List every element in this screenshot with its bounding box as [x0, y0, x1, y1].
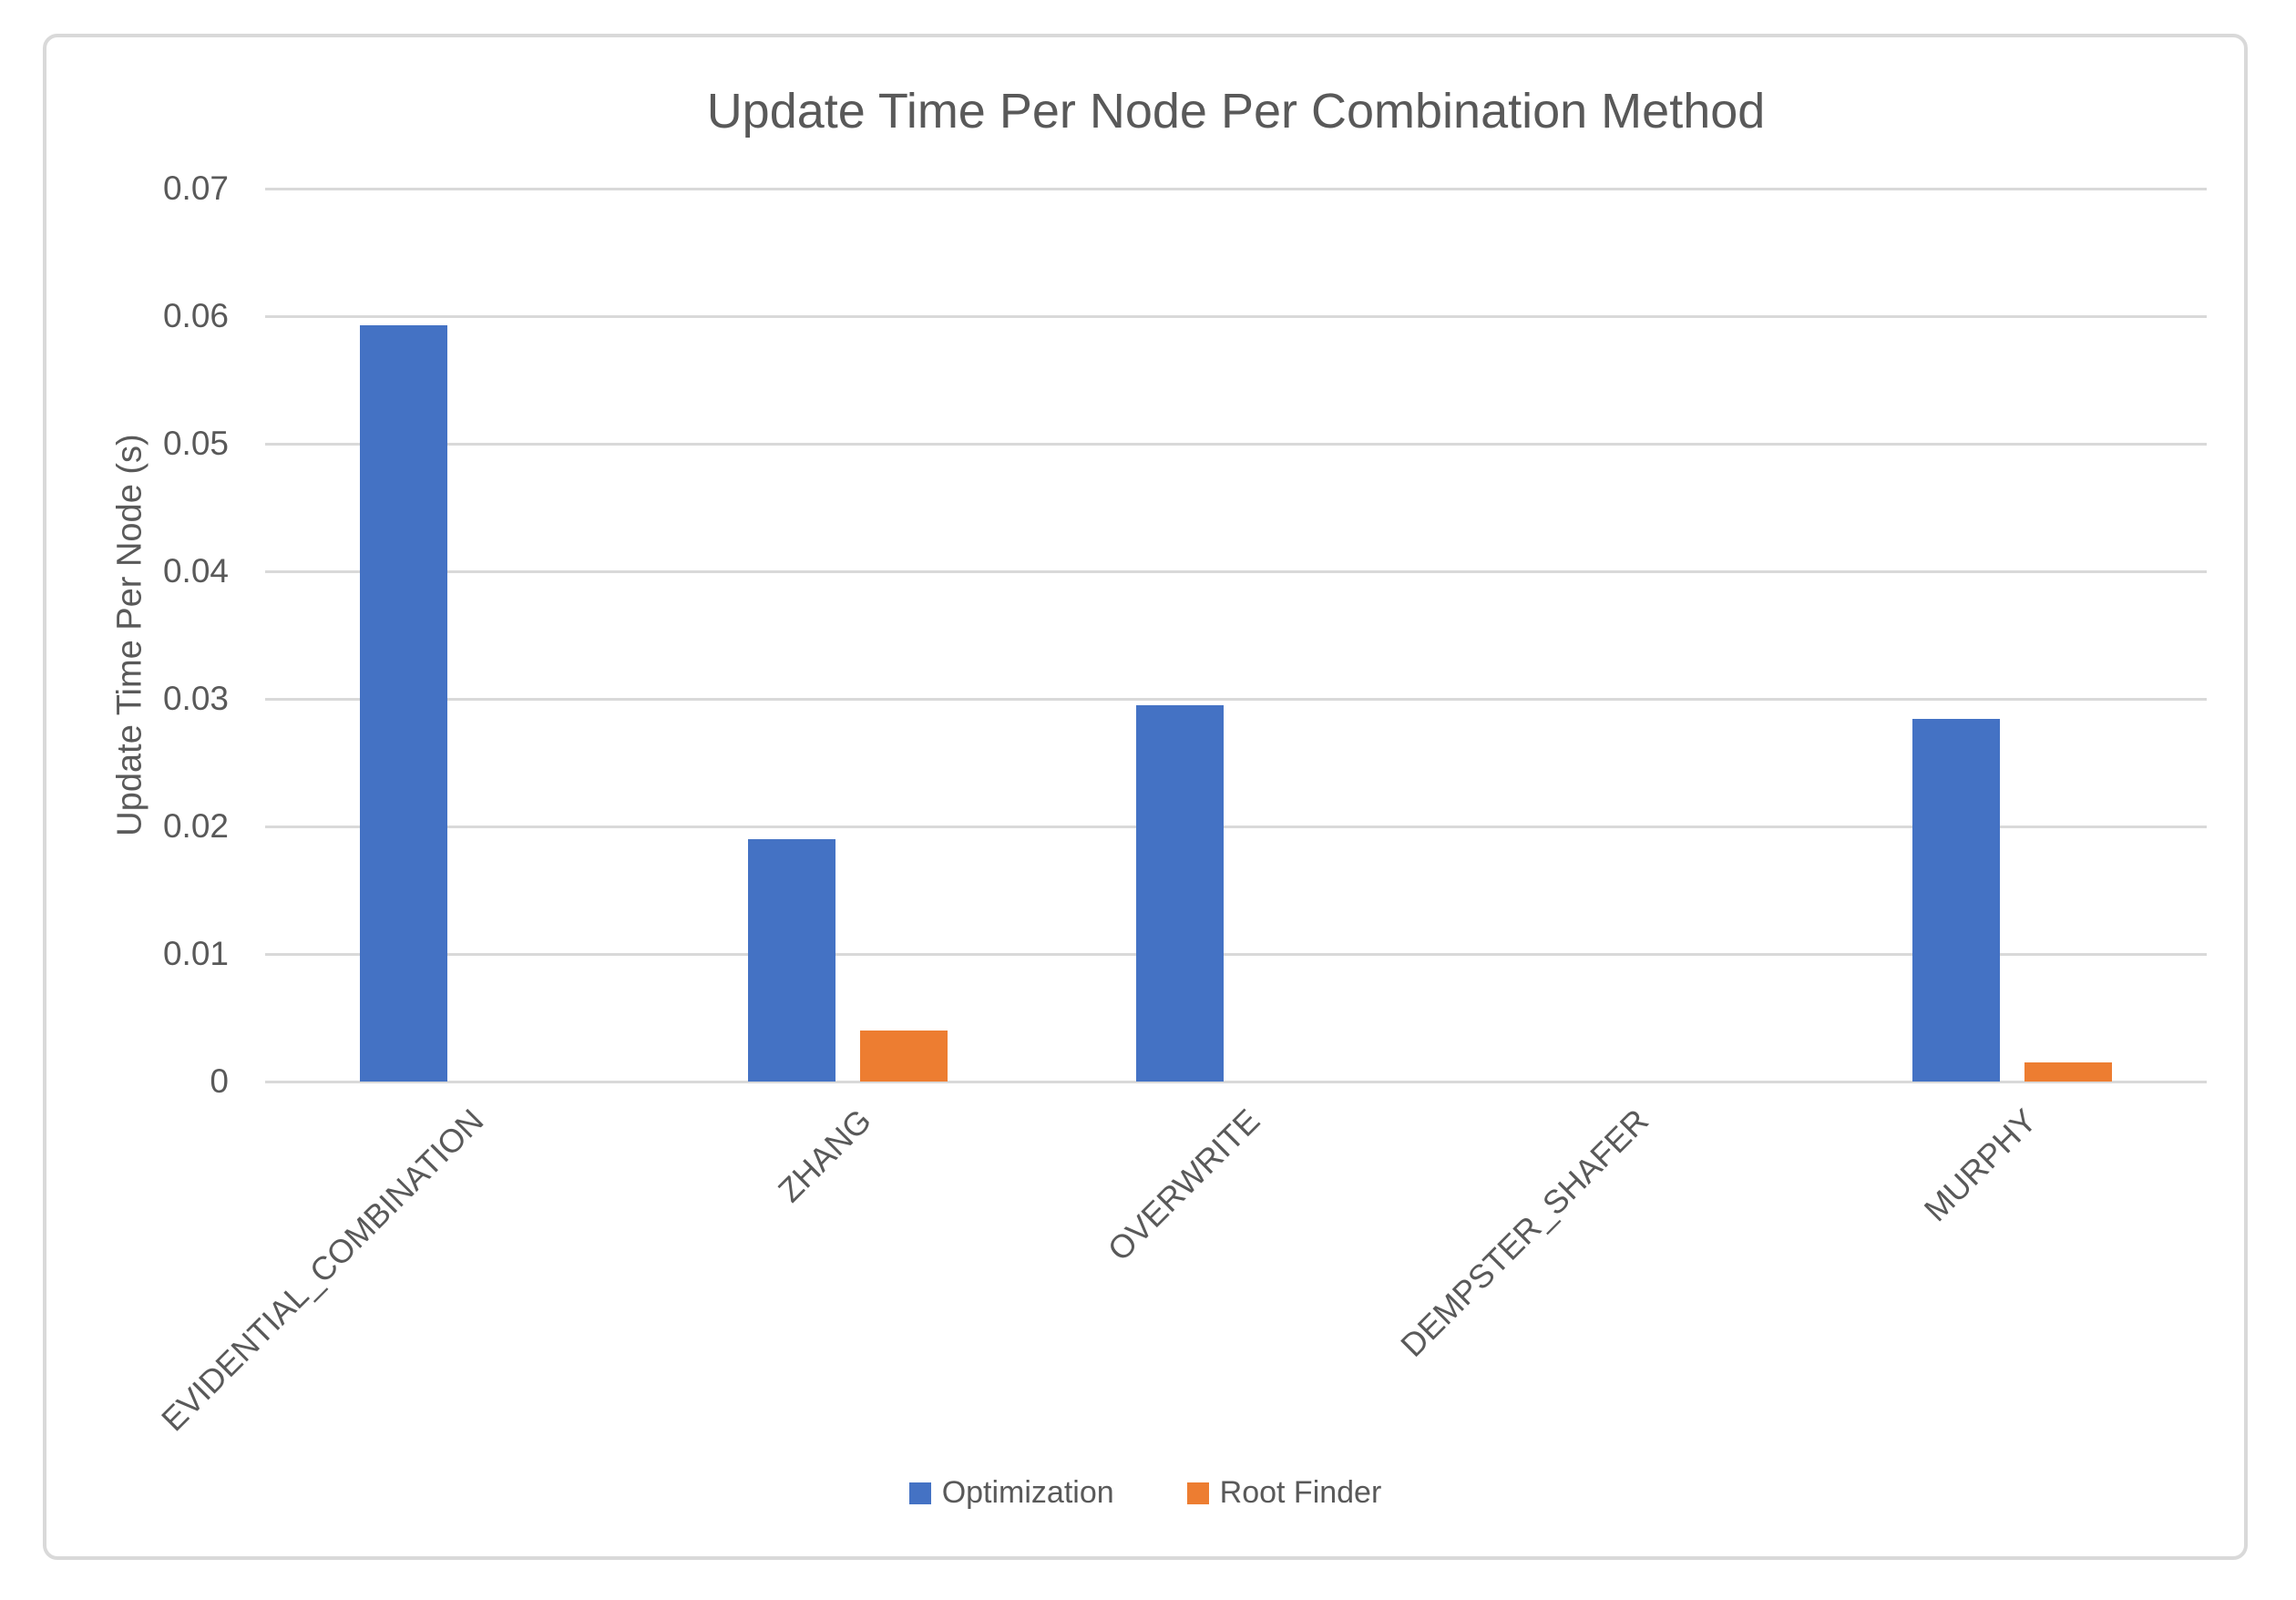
y-tick-label: 0.04: [162, 552, 229, 590]
legend-swatch-root-finder: [1186, 1482, 1209, 1504]
x-axis-label-dempster-shafer: DEMPSTER_SHAFER: [1392, 1102, 1655, 1364]
gridline: [265, 443, 2207, 446]
bar-optimization-murphy: [1912, 719, 2001, 1082]
gridline: [265, 188, 2207, 190]
y-axis-title: Update Time Per Node (s): [110, 434, 149, 836]
y-tick-label: 0.06: [162, 297, 229, 334]
bar-optimization-overwrite: [1136, 705, 1224, 1082]
y-tick-label: 0.05: [162, 425, 229, 462]
x-axis-label-murphy: MURPHY: [1916, 1102, 2044, 1229]
gridline: [265, 315, 2207, 318]
plot-area: 0 0.01 0.02 0.03 0.04 0.05 0.06 0.07 EVIDENTIAL…: [111, 169, 2207, 1438]
y-tick-label: 0.02: [162, 807, 229, 845]
y-tick-label: 0.03: [162, 680, 229, 717]
legend-item-root-finder: Root Finder: [1186, 1475, 1382, 1511]
y-tick-label: 0.01: [162, 935, 229, 972]
chart-title: Update Time Per Node Per Combination Met…: [706, 84, 1766, 138]
bar-optimization-evidential-combination: [359, 324, 447, 1082]
x-axis-label-evidential-combination: EVIDENTIAL_COMBINATION: [153, 1102, 491, 1439]
bar-optimization-zhang: [747, 839, 835, 1082]
bar-root-finder-murphy: [2024, 1062, 2113, 1082]
y-tick-label: 0.07: [162, 169, 229, 207]
gridline: [265, 826, 2207, 828]
legend-swatch-optimization: [908, 1482, 931, 1504]
legend: Optimization Root Finder: [46, 1475, 2244, 1511]
legend-label-optimization: Optimization: [941, 1475, 1114, 1510]
legend-item-optimization: Optimization: [908, 1475, 1114, 1511]
bar-root-finder-zhang: [859, 1031, 948, 1082]
gridline: [265, 1081, 2207, 1083]
legend-label-root-finder: Root Finder: [1219, 1475, 1382, 1510]
chart-frame: Update Time Per Node Per Combination Met…: [43, 34, 2248, 1560]
x-axis-label-overwrite: OVERWRITE: [1100, 1102, 1267, 1268]
y-tick-label: 0: [210, 1062, 229, 1100]
gridline: [265, 698, 2207, 701]
x-axis-label-zhang: ZHANG: [771, 1102, 879, 1210]
gridline: [265, 953, 2207, 956]
gridline: [265, 570, 2207, 573]
